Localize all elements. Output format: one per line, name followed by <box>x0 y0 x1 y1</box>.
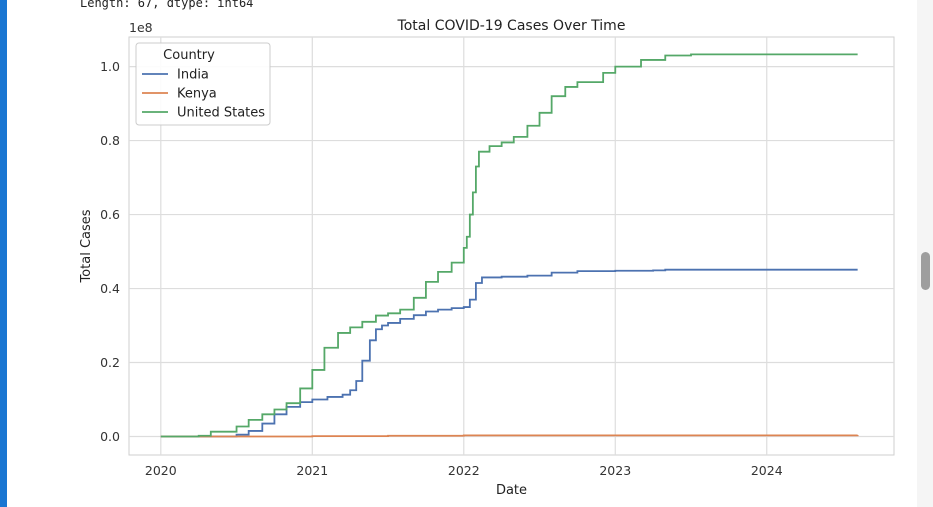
x-tick-label: 2022 <box>448 463 480 478</box>
y-tick-label: 1.0 <box>100 59 120 74</box>
x-tick-label: 2020 <box>145 463 177 478</box>
x-tick-label: 2021 <box>296 463 328 478</box>
y-tick-label: 0.4 <box>100 281 120 296</box>
left-accent-bar <box>0 0 7 507</box>
console-output-line: Length: 67, dtype: int64 <box>80 0 254 10</box>
legend-label: Kenya <box>177 87 217 102</box>
series-line-india <box>160 268 858 438</box>
y-offset-text: 1e8 <box>129 20 153 35</box>
x-tick-label: 2024 <box>751 463 783 478</box>
x-axis-label: Date <box>496 483 527 498</box>
legend-box <box>135 42 271 126</box>
y-tick-label: 0.0 <box>100 429 120 444</box>
chart-title: Total COVID-19 Cases Over Time <box>397 18 626 34</box>
legend-title: Country <box>163 48 215 63</box>
y-tick-label: 0.6 <box>100 207 120 222</box>
legend-label: United States <box>177 106 265 121</box>
series-line-kenya <box>160 434 859 438</box>
vertical-scrollbar-thumb[interactable] <box>921 252 930 290</box>
series-line-united-states <box>160 53 858 438</box>
y-tick-label: 0.2 <box>100 355 120 370</box>
x-tick-label: 2023 <box>599 463 631 478</box>
legend-label: India <box>177 68 209 83</box>
y-axis-label: Total Cases <box>79 209 94 283</box>
y-tick-label: 0.8 <box>100 133 120 148</box>
